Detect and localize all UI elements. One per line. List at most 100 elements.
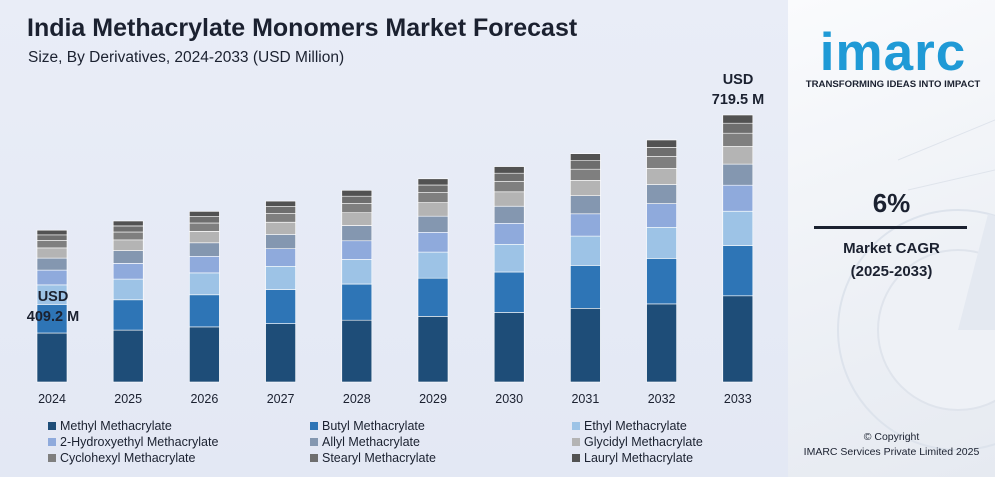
bar-segment	[417, 277, 449, 317]
bar-segment	[417, 215, 449, 233]
bar-segment	[112, 263, 144, 280]
imarc-logo: imarc	[819, 23, 967, 82]
legend-item: Glycidyl Methacrylate	[572, 434, 768, 449]
bar-segment	[36, 332, 68, 383]
bar-segment	[189, 294, 220, 328]
bar-segment	[341, 319, 373, 383]
chart-panel: India Methacrylate Monomers Market Forec…	[0, 0, 788, 477]
bar-segment	[112, 250, 144, 264]
legend-label: Methyl Methacrylate	[60, 418, 172, 433]
bar-segment	[646, 168, 677, 185]
bar-segment	[722, 245, 754, 297]
cagr-period: (2025-2033)	[850, 263, 933, 280]
bar-segment	[646, 184, 677, 204]
chart-title: India Methacrylate Monomers Market Forec…	[27, 14, 578, 42]
legend-swatch	[572, 421, 580, 430]
bar-segment	[189, 211, 220, 217]
x-tick-label: 2028	[343, 392, 371, 406]
legend-label: Ethyl Methacrylate	[584, 418, 687, 433]
bar-segment	[341, 225, 373, 242]
bar-segment	[265, 289, 296, 324]
bar-segment	[417, 316, 449, 383]
legend-item: Methyl Methacrylate	[48, 418, 310, 433]
cagr-label: Market CAGR	[843, 240, 940, 257]
logo-tagline: TRANSFORMING IDEAS INTO IMPACT	[805, 79, 981, 90]
legend-label: Allyl Methacrylate	[322, 434, 420, 449]
bar-segment	[341, 240, 373, 260]
bar-segment	[36, 269, 68, 286]
bar-segment	[189, 255, 220, 274]
bar-segment	[493, 223, 525, 245]
bar-segment	[417, 251, 449, 279]
bar-segment	[265, 234, 296, 249]
bar-segment	[112, 329, 144, 383]
bar-segment	[493, 181, 525, 193]
bar-segment	[493, 191, 525, 207]
bar-segment	[493, 166, 525, 174]
legend-swatch	[310, 453, 318, 462]
bar-segment	[646, 303, 677, 383]
last-annotation-value: 719.5 M	[711, 92, 765, 108]
bar-segment	[265, 323, 296, 383]
legend-label: Cyclohexyl Methacrylate	[60, 450, 196, 465]
legend-swatch	[48, 453, 56, 462]
legend-label: Lauryl Methacrylate	[584, 450, 694, 465]
legend-item: 2-Hydroxyethyl Methacrylate	[48, 434, 310, 449]
bar-segment	[570, 168, 601, 181]
bar-segment	[493, 172, 525, 182]
legend-swatch	[310, 421, 318, 430]
stacked-bar-chart: 2024 2025 2026 2027 2028 2029 2030 2031 2032 2033	[36, 114, 754, 406]
bar-segment	[570, 153, 601, 161]
bar-segment	[36, 234, 68, 241]
x-tick-label: 2024	[38, 392, 66, 406]
legend-label: Glycidyl Methacrylate	[584, 434, 703, 449]
legend-swatch	[572, 437, 580, 446]
x-tick-label: 2030	[495, 392, 523, 406]
bar-segment	[265, 265, 296, 290]
bar-segment	[189, 272, 220, 296]
bar-segment	[341, 190, 373, 197]
first-annotation-value: 409.2 M	[26, 309, 80, 325]
bar-segment	[570, 213, 601, 237]
company-name: IMARC Services Private Limited 2025	[803, 446, 980, 458]
bar-segment	[265, 213, 296, 223]
bar-segment	[265, 206, 296, 214]
bar-segment	[112, 220, 144, 227]
legend-item: Lauryl Methacrylate	[572, 450, 768, 465]
bar-segment	[493, 312, 525, 383]
chart-subtitle: Size, By Derivatives, 2024-2033 (USD Mil…	[28, 49, 345, 66]
x-tick-label: 2033	[724, 392, 752, 406]
bar-segment	[341, 203, 373, 214]
bar-segment	[570, 180, 601, 196]
legend-swatch	[48, 421, 56, 430]
bar-segment	[189, 222, 220, 232]
cagr-divider	[814, 226, 967, 229]
bar-segment	[493, 206, 525, 224]
bar-segment	[646, 156, 677, 169]
bar-segment	[417, 232, 449, 253]
bar-segment	[722, 295, 754, 383]
bar-segment	[493, 271, 525, 313]
bar-segment	[646, 147, 677, 157]
legend-item: Cyclohexyl Methacrylate	[48, 450, 310, 465]
bar-segment	[36, 257, 68, 271]
bar-segment	[36, 304, 68, 334]
bar-segment	[265, 222, 296, 235]
bar-segment	[265, 200, 296, 207]
legend-item: Ethyl Methacrylate	[572, 418, 768, 433]
bar-segment	[722, 114, 754, 124]
side-panel: imarc TRANSFORMING IDEAS INTO IMPACT 6% …	[788, 0, 995, 477]
bar-segment	[112, 225, 144, 233]
legend-label: Butyl Methacrylate	[322, 418, 425, 433]
bar-segment	[722, 122, 754, 134]
bar-segment	[189, 231, 220, 244]
legend-item: Allyl Methacrylate	[310, 434, 572, 449]
bar-segment	[722, 211, 754, 246]
x-tick-label: 2031	[571, 392, 599, 406]
bar-segment	[722, 184, 754, 212]
x-tick-label: 2026	[190, 392, 218, 406]
bar-segment	[112, 231, 144, 241]
legend-swatch	[48, 437, 56, 446]
bar-segment	[646, 227, 677, 259]
first-value-annotation: USD 409.2 M	[18, 287, 88, 327]
